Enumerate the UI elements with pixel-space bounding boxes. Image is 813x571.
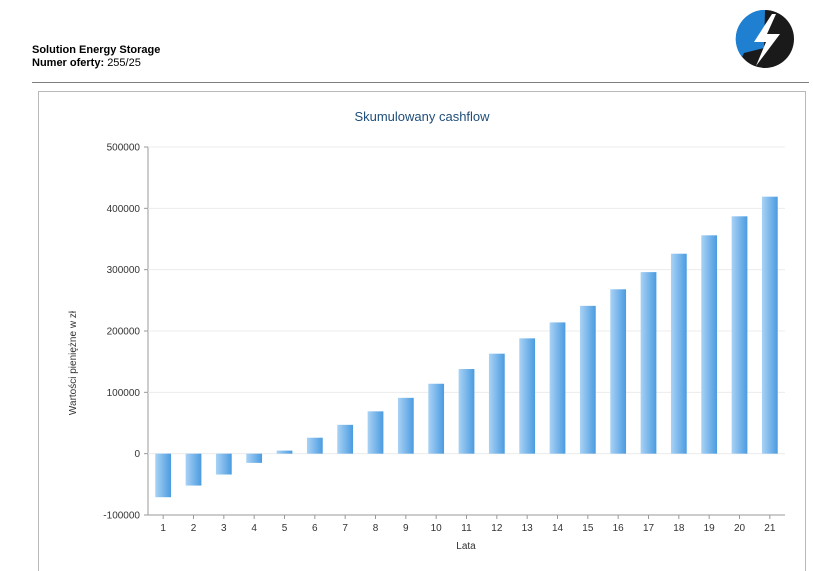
x-tick-label: 3 — [221, 523, 227, 534]
cashflow-chart: Skumulowany cashflow Wartości pieniężne … — [68, 109, 785, 552]
lightning-bolt-icon — [735, 9, 794, 68]
x-tick-label: 13 — [522, 523, 534, 534]
bar-year-8 — [367, 411, 384, 454]
bar-year-17 — [640, 272, 657, 454]
y-tick-label: 100000 — [107, 388, 141, 399]
bar-year-9 — [397, 397, 414, 454]
x-tick-label: 8 — [373, 523, 379, 534]
offer-header: Solution Energy Storage Numer oferty: 25… — [32, 44, 160, 70]
offer-number-label: Numer oferty: — [32, 57, 105, 69]
x-tick-label: 2 — [191, 523, 197, 534]
chart-title: Skumulowany cashflow — [354, 109, 490, 124]
bar-year-16 — [610, 289, 627, 454]
bar-year-20 — [731, 216, 748, 454]
bar-year-18 — [670, 253, 687, 454]
bar-year-10 — [428, 383, 445, 454]
x-tick-label: 18 — [673, 523, 685, 534]
bar-year-1 — [155, 453, 172, 498]
bar-year-7 — [337, 424, 354, 454]
bar-year-11 — [458, 369, 475, 454]
bar-year-2 — [185, 453, 202, 486]
bar-year-21 — [761, 196, 778, 454]
header-divider — [32, 82, 809, 83]
x-tick-label: 7 — [342, 523, 348, 534]
x-tick-label: 20 — [734, 523, 746, 534]
x-tick-label: 12 — [491, 523, 503, 534]
chart-frame: Skumulowany cashflow Wartości pieniężne … — [38, 91, 806, 571]
x-tick-label: 11 — [461, 523, 472, 534]
x-tick-label: 17 — [643, 523, 655, 534]
x-tick-label: 4 — [251, 523, 257, 534]
bar-year-12 — [488, 353, 505, 454]
y-tick-label: 300000 — [107, 265, 141, 276]
x-tick-label: 19 — [704, 523, 716, 534]
x-tick-label: 21 — [764, 523, 776, 534]
bar-year-6 — [306, 437, 323, 454]
y-tick-label: 400000 — [107, 204, 141, 215]
bar-year-5 — [276, 450, 293, 454]
offer-number-value: 255/25 — [107, 57, 141, 69]
x-tick-label: 15 — [582, 523, 594, 534]
bar-year-15 — [579, 305, 596, 454]
company-name: Solution Energy Storage — [32, 44, 161, 56]
y-tick-label: -100000 — [103, 511, 140, 522]
x-tick-label: 5 — [282, 523, 288, 534]
bar-year-14 — [549, 322, 566, 454]
y-tick-label: 0 — [134, 449, 140, 460]
bar-year-3 — [215, 453, 232, 475]
x-tick-label: 9 — [403, 523, 409, 534]
x-tick-label: 1 — [160, 523, 166, 534]
bar-year-4 — [246, 453, 263, 463]
x-tick-label: 6 — [312, 523, 318, 534]
x-tick-label: 10 — [431, 523, 443, 534]
bar-year-19 — [701, 235, 718, 454]
bar-year-13 — [519, 338, 536, 454]
x-axis-label: Lata — [456, 541, 476, 552]
x-tick-label: 16 — [613, 523, 625, 534]
offer-number-line: Numer oferty: 255/25 — [32, 57, 160, 70]
y-tick-label: 200000 — [107, 327, 141, 338]
y-tick-label: 500000 — [107, 143, 141, 154]
y-axis-label: Wartości pieniężne w zł — [68, 310, 79, 415]
x-tick-label: 14 — [552, 523, 564, 534]
